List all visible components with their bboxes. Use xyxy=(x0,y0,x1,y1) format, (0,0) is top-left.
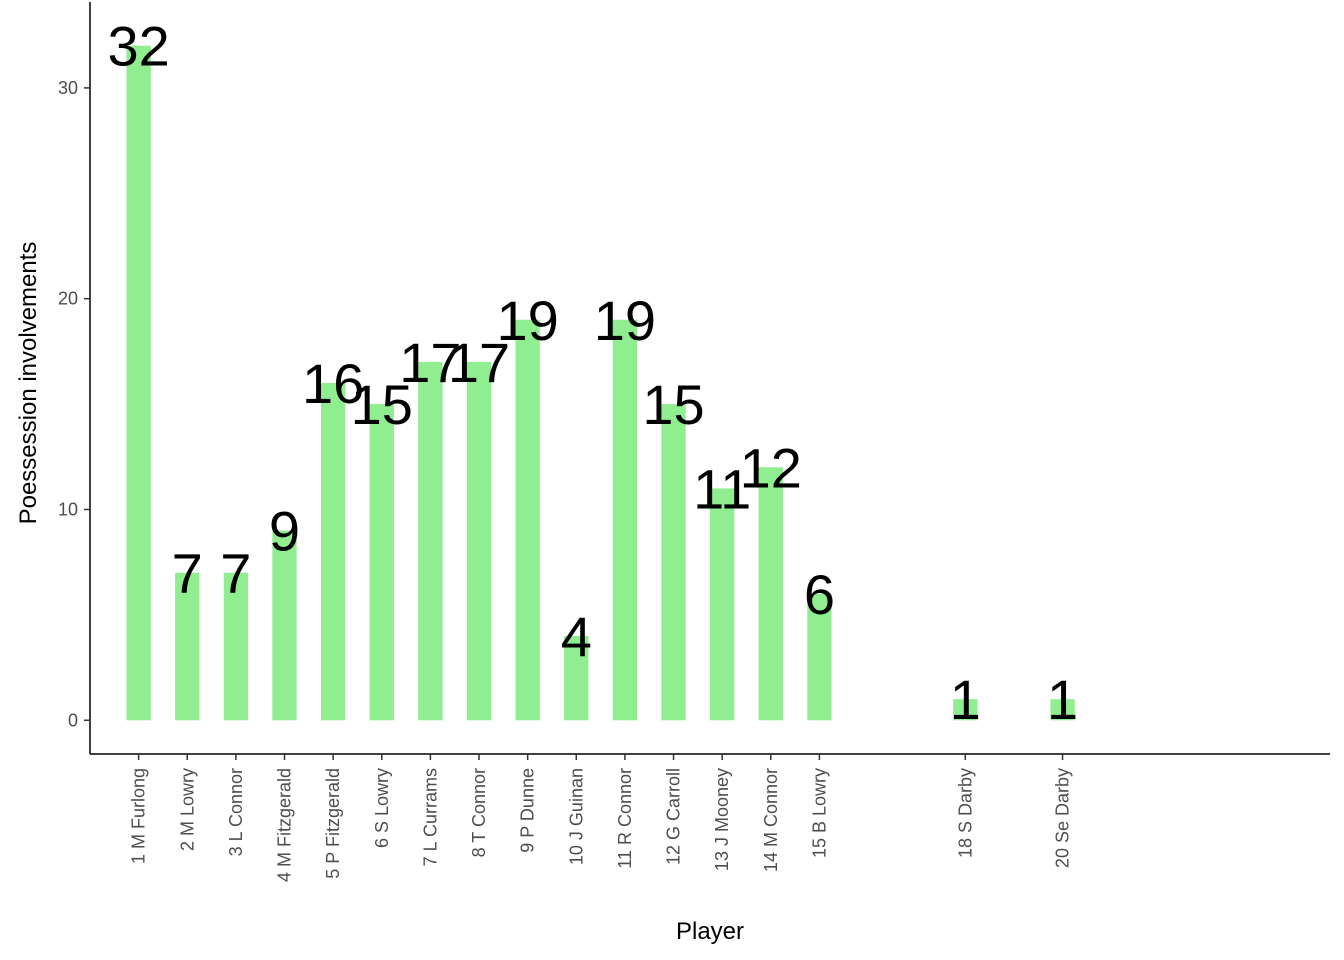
y-axis-ticks: 0 10 20 30 xyxy=(58,78,90,730)
data-label: 7 xyxy=(220,542,251,605)
bar-20-se-darby xyxy=(1050,699,1075,721)
y-tick-label: 20 xyxy=(58,289,78,309)
bar-13-j-mooney xyxy=(710,488,735,721)
data-label: 15 xyxy=(642,373,704,436)
x-tick-label: 13 J Mooney xyxy=(712,768,732,871)
bar-12-g-carroll xyxy=(661,404,686,721)
x-tick-label: 11 R Connor xyxy=(615,768,635,869)
x-tick-label: 3 L Connor xyxy=(226,768,246,856)
y-tick-label: 10 xyxy=(58,499,78,519)
data-label: 17 xyxy=(399,331,461,394)
bar-5-p-fitzgerald xyxy=(320,383,346,721)
data-label: 4 xyxy=(561,605,592,668)
x-tick-label: 9 P Dunne xyxy=(518,768,538,853)
data-label: 32 xyxy=(107,15,169,78)
bar-14-m-connor xyxy=(758,467,783,721)
bar-6-s-lowry xyxy=(369,404,394,721)
bar-1-m-furlong xyxy=(126,45,151,721)
bar-8-t-connor xyxy=(466,361,492,721)
bars-group xyxy=(126,45,1075,721)
x-tick-label: 4 M Fitzgerald xyxy=(275,768,295,882)
data-label: 16 xyxy=(302,352,364,415)
x-tick-label: 5 P Fitzgerald xyxy=(323,768,343,879)
data-label: 9 xyxy=(269,500,300,563)
bar-15-b-lowry xyxy=(807,593,832,721)
y-axis-title: Poessession involvements xyxy=(15,242,42,525)
x-tick-label: 18 S Darby xyxy=(955,768,975,858)
bar-3-l-connor xyxy=(223,572,249,721)
data-label: 17 xyxy=(448,331,510,394)
x-tick-label: 8 T Connor xyxy=(469,768,489,857)
x-tick-label: 6 S Lowry xyxy=(372,768,392,848)
data-label: 11 xyxy=(693,457,751,520)
data-label: 1 xyxy=(1047,668,1078,731)
x-tick-label: 20 Se Darby xyxy=(1053,768,1073,868)
y-tick-label: 30 xyxy=(58,78,78,98)
x-tick-label: 15 B Lowry xyxy=(809,768,829,858)
x-axis-ticks: 1 M Furlong 2 M Lowry 3 L Connor 4 M Fitzge… xyxy=(129,754,1073,882)
data-label: 19 xyxy=(594,289,656,352)
bar-9-p-dunne xyxy=(515,319,540,721)
data-label: 19 xyxy=(496,289,558,352)
data-label: 1 xyxy=(950,668,981,731)
bar-10-j-guinan xyxy=(564,635,589,721)
data-label: 15 xyxy=(351,373,413,436)
bar-4-m-fitzgerald xyxy=(272,530,297,721)
bar-2-m-lowry xyxy=(175,572,200,721)
bar-11-r-connor xyxy=(612,319,638,721)
x-tick-label: 7 L Currams xyxy=(420,768,440,866)
y-tick-label: 0 xyxy=(68,710,78,730)
bar-18-s-darby xyxy=(953,699,978,721)
data-label: 6 xyxy=(804,563,835,626)
x-tick-label: 12 G Carroll xyxy=(664,768,684,865)
x-tick-label: 1 M Furlong xyxy=(129,768,149,864)
x-axis-title: Player xyxy=(676,918,744,945)
data-label: 12 xyxy=(740,436,802,499)
x-tick-label: 10 J Guinan xyxy=(566,768,586,865)
bar-7-l-currams xyxy=(418,361,443,721)
x-tick-label: 14 M Connor xyxy=(761,768,781,872)
x-tick-label: 2 M Lowry xyxy=(177,768,197,851)
data-label: 7 xyxy=(172,542,203,605)
